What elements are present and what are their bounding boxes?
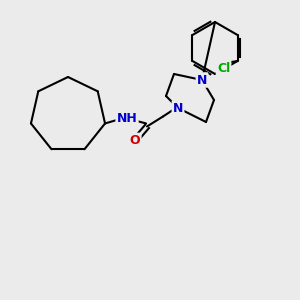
Text: N: N: [197, 74, 207, 86]
Text: NH: NH: [117, 112, 137, 125]
Text: Cl: Cl: [217, 61, 230, 74]
Text: N: N: [173, 101, 183, 115]
Text: O: O: [130, 134, 140, 147]
